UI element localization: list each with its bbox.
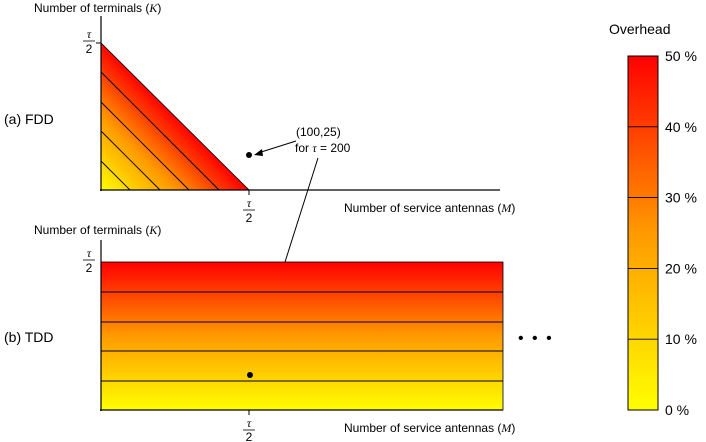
tdd-ellipsis: • • • [518,330,554,347]
fdd-contour-20 [100,130,161,191]
tdd-x-axis-label: Number of service antennas (M) [344,421,515,435]
svg-text:τ: τ [87,246,92,260]
svg-text:2: 2 [86,261,93,275]
example-point-coords: (100,25) [296,125,341,139]
tdd-panel-label: (b) TDD [4,329,54,345]
fdd-example-point [246,152,252,158]
colorbar-tick-label: 40 % [665,119,697,135]
svg-text:τ: τ [87,27,92,41]
panel-a-fdd: Number of terminals (K) τ 2 τ 2 Number o… [4,1,515,225]
colorbar-gradient [627,55,659,411]
fdd-example-arrow [257,140,297,154]
svg-text:τ: τ [247,416,252,430]
colorbar: Overhead 0 % 10 % 20 % 30 % 40 % 50 % [609,21,697,418]
svg-text:2: 2 [86,42,93,56]
svg-text:2: 2 [246,211,253,225]
fdd-x-axis-label: Number of service antennas (M) [344,201,515,215]
tdd-overhead-region [100,261,504,411]
fdd-contour-lines [100,71,220,191]
svg-text:2: 2 [246,430,253,442]
fdd-y-tick-label: τ 2 [83,27,95,56]
colorbar-tick-label: 0 % [665,402,689,418]
tdd-x-tick-label: τ 2 [243,416,255,442]
tdd-y-axis-label: Number of terminals (K) [34,223,161,237]
panel-b-tdd: Number of terminals (K) τ 2 τ 2 Number o… [4,223,554,442]
colorbar-tick-label: 30 % [665,190,697,206]
colorbar-tick-label: 50 % [665,48,697,64]
tdd-y-tick-label: τ 2 [83,246,95,275]
fdd-contour-10 [100,160,131,191]
colorbar-tick-label: 10 % [665,331,697,347]
colorbar-title: Overhead [609,21,670,37]
fdd-x-tick-label: τ 2 [243,196,255,225]
tdd-contour-lines [101,291,503,382]
colorbar-tick-label: 20 % [665,260,697,276]
fdd-panel-label: (a) FDD [4,111,54,127]
fdd-contour-40 [100,71,220,191]
example-point-condition: for τ = 200 [295,141,351,155]
fdd-y-axis-label: Number of terminals (K) [34,1,161,15]
tdd-example-point [247,372,253,378]
colorbar-ticks: 0 % 10 % 20 % 30 % 40 % 50 % [628,48,697,418]
svg-text:τ: τ [247,196,252,210]
fdd-contour-30 [100,101,190,191]
fdd-overhead-region [100,42,250,191]
